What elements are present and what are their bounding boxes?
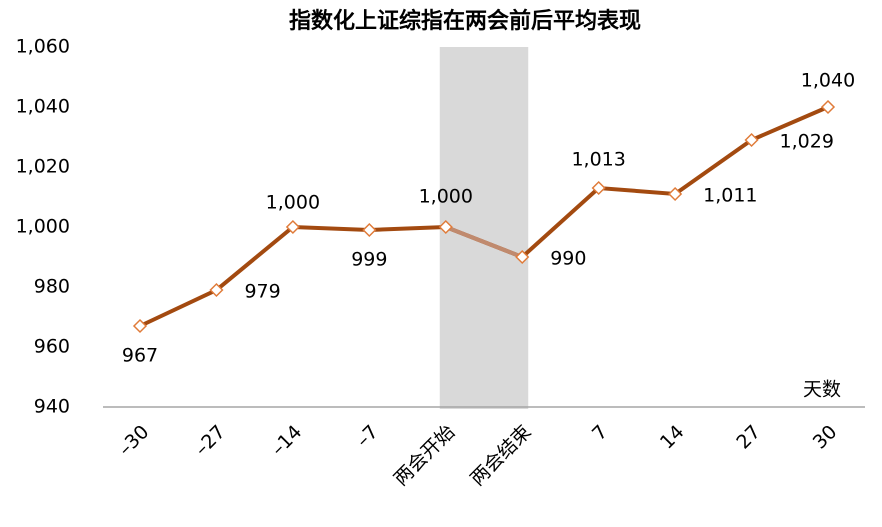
data-label: 1,029 <box>780 131 834 153</box>
highlight-band <box>439 47 529 409</box>
marker <box>820 99 836 115</box>
y-tick-label: 1,040 <box>16 96 70 118</box>
y-tick-label: 940 <box>34 396 70 418</box>
marker <box>515 249 530 265</box>
data-label: 1,040 <box>801 70 855 92</box>
marker <box>668 186 683 202</box>
y-tick-label: 1,060 <box>16 36 70 58</box>
x-tick-label: 14 <box>656 421 689 454</box>
marker <box>591 180 606 196</box>
x-axis-label: 天数 <box>803 379 841 401</box>
data-label: 1,000 <box>266 192 320 214</box>
data-label: 1,000 <box>419 186 473 208</box>
marker <box>362 222 377 238</box>
data-label: 1,011 <box>703 185 757 207</box>
y-tick-label: 1,020 <box>16 156 70 178</box>
y-tick-label: 980 <box>34 276 70 298</box>
data-label: 990 <box>550 248 586 270</box>
x-tick-label: 27 <box>732 421 765 454</box>
y-tick-label: 960 <box>34 336 70 358</box>
y-tick-label: 1,000 <box>16 216 70 238</box>
x-tick-label: 30 <box>809 421 842 454</box>
marker <box>744 132 759 148</box>
x-tick-label: 两会开始 <box>390 421 459 490</box>
marker <box>285 219 300 235</box>
marker <box>209 282 224 298</box>
data-label: 999 <box>351 249 387 271</box>
x-tick-label: 7 <box>588 421 612 445</box>
chart-title: 指数化上证综指在两会前后平均表现 <box>289 8 641 34</box>
x-tick-label: –7 <box>352 421 383 452</box>
x-tick-label: –14 <box>267 421 306 460</box>
x-tick-label: –27 <box>190 421 229 460</box>
x-tick-label: 两会结束 <box>466 421 535 490</box>
data-label: 1,013 <box>571 149 625 171</box>
marker <box>438 219 453 235</box>
data-label: 967 <box>122 345 158 367</box>
x-tick-label: –30 <box>114 421 153 460</box>
marker <box>132 318 148 334</box>
data-label: 979 <box>244 281 280 303</box>
highlight-segment <box>445 225 523 259</box>
